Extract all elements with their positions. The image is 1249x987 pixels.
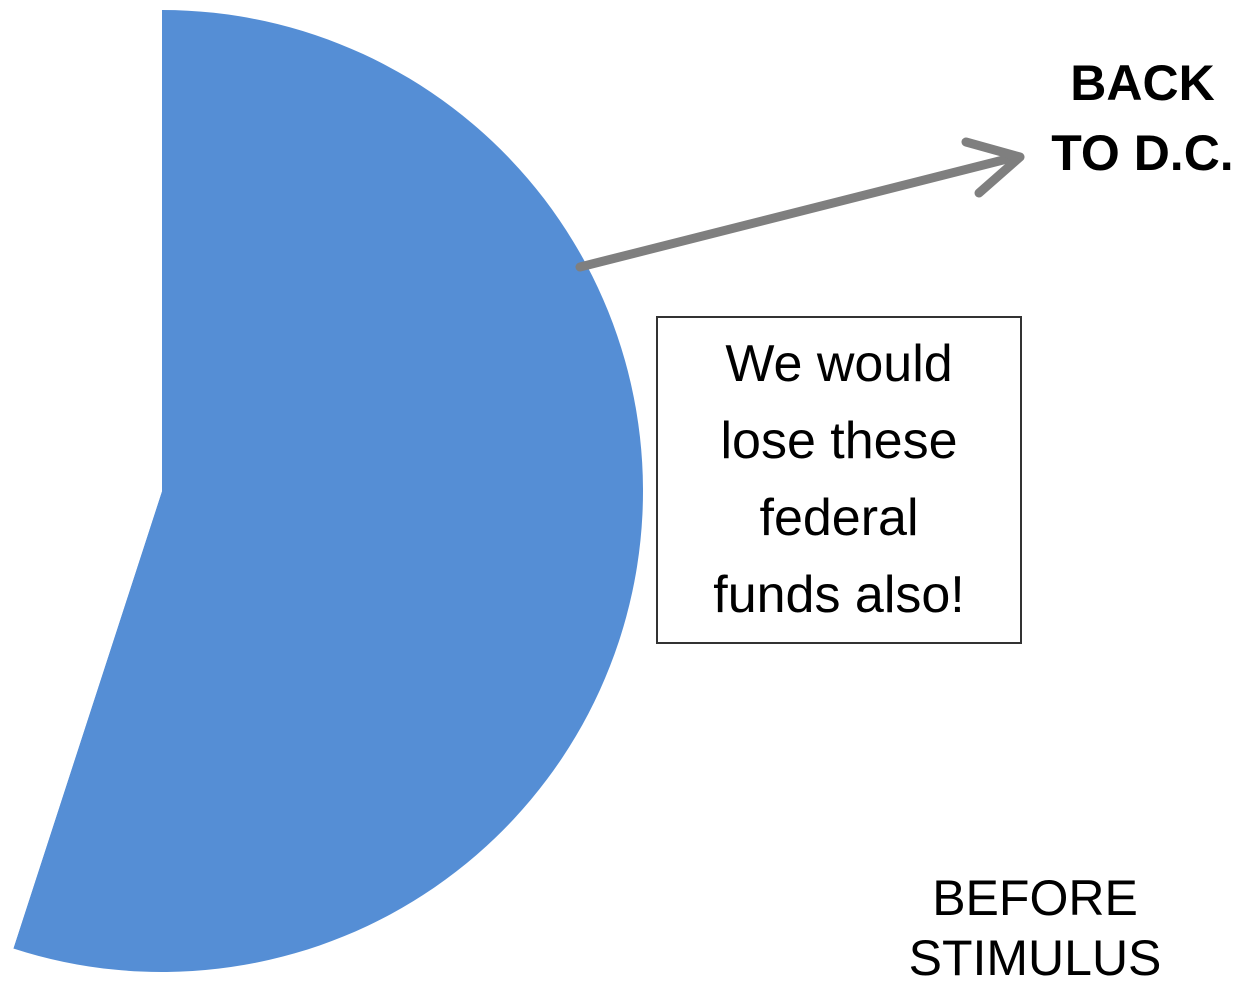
arrow-head	[961, 137, 1025, 198]
chart-title: BEFORE STIMULUS	[908, 870, 1162, 986]
arrow-shaft	[575, 152, 1020, 272]
back-to-dc-label: BACK TO D.C.	[1051, 55, 1234, 181]
arrow-to-dc	[575, 137, 1025, 272]
callout-box: We would lose these federal funds also!	[656, 316, 1022, 644]
callout-text: We would lose these federal funds also!	[713, 335, 965, 624]
pie-slices	[0, 10, 643, 972]
pie-slice-1	[13, 10, 643, 972]
pie-slice-2	[0, 10, 162, 949]
